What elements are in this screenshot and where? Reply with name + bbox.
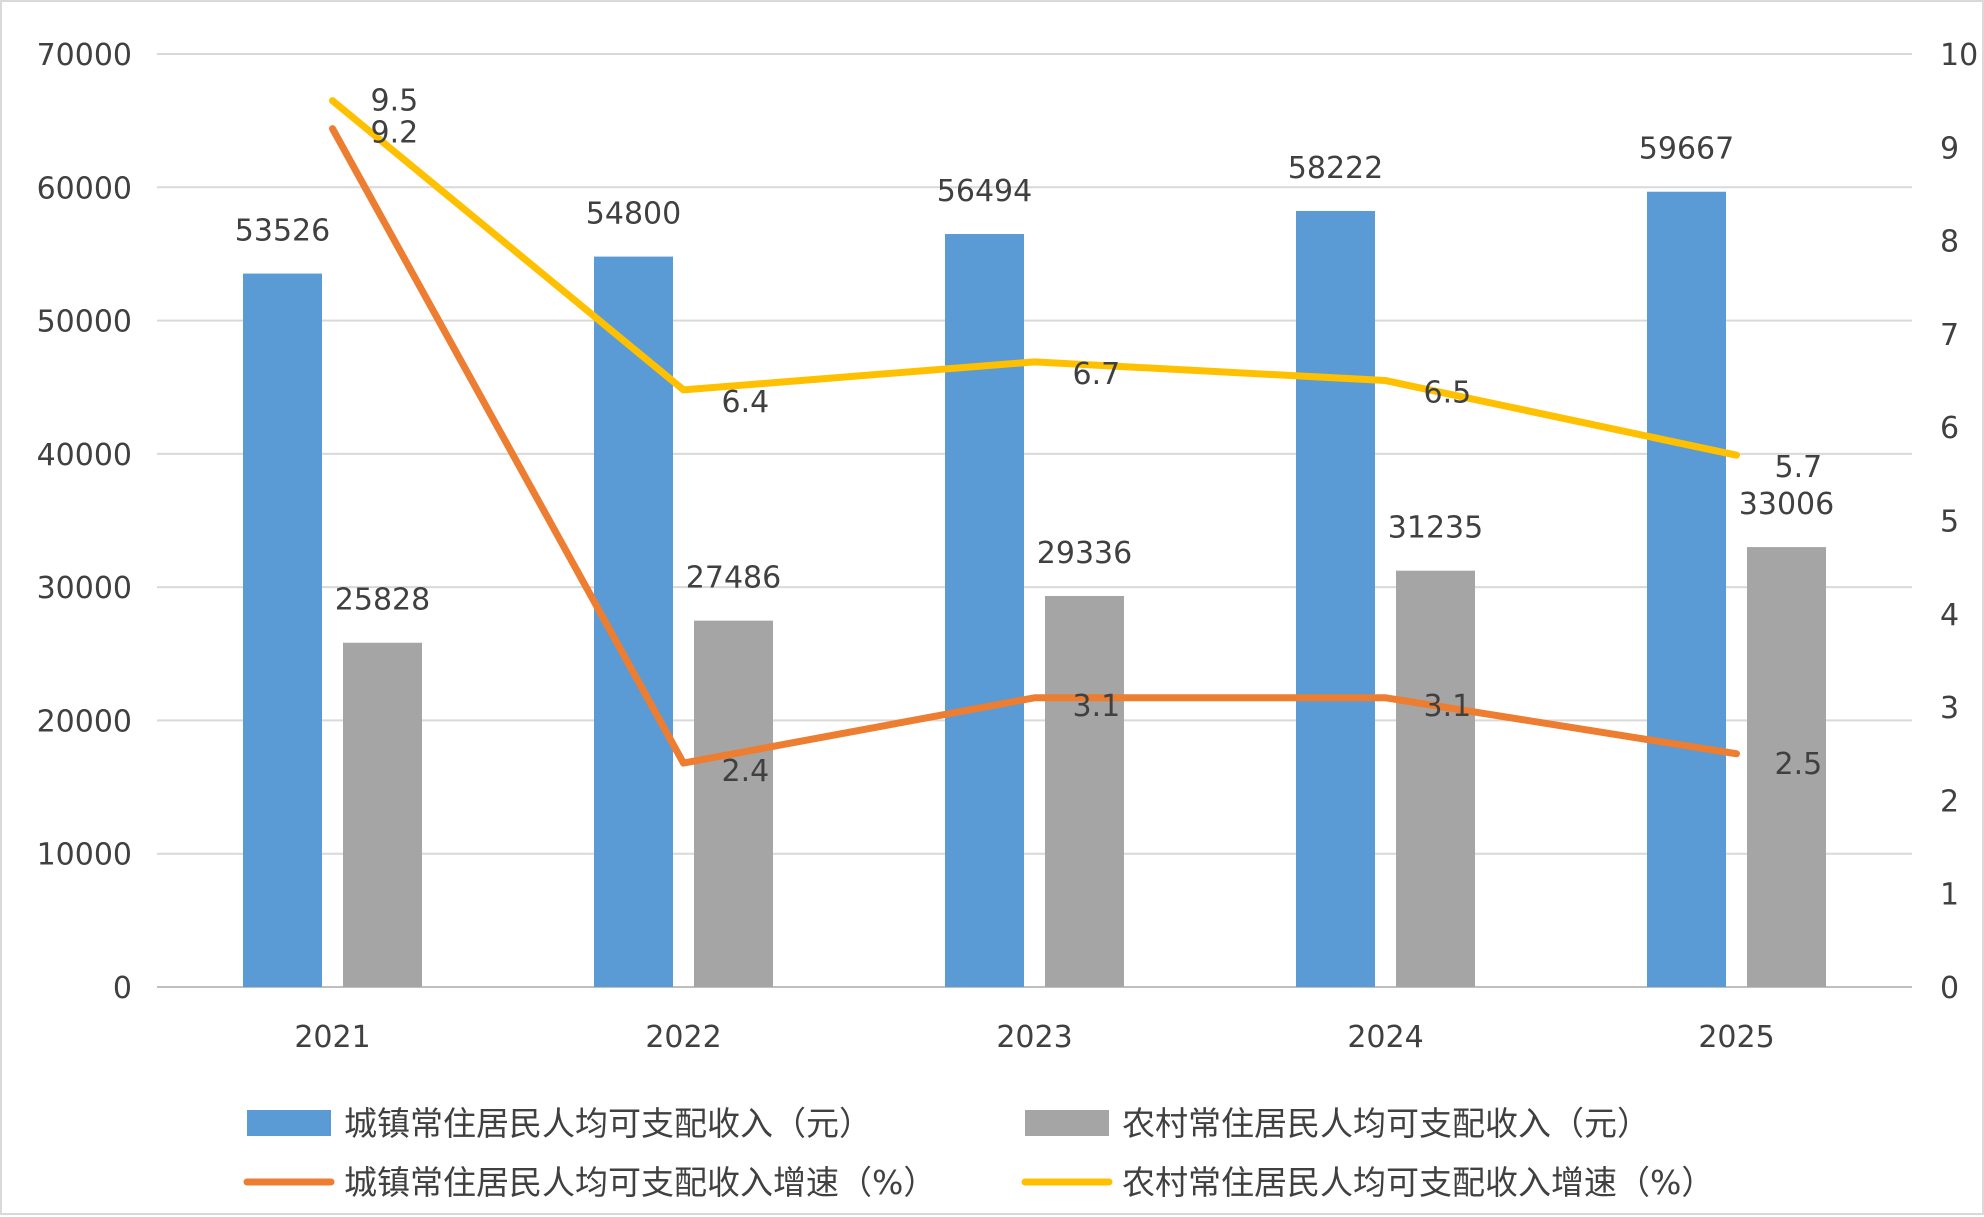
line-point <box>330 98 335 103</box>
category-tick-label: 2022 <box>645 1020 721 1055</box>
bar-urban-2023 <box>945 234 1024 987</box>
left-axis: 0 10000 20000 30000 40000 50000 60000 70000 <box>37 38 132 1006</box>
bar-value-label: 58222 <box>1288 151 1383 186</box>
bar-rural-2024 <box>1396 570 1475 987</box>
right-tick-label: 2 <box>1940 784 1959 819</box>
line-value-label: 5.7 <box>1775 450 1823 485</box>
line-point <box>330 126 335 131</box>
right-tick-label: 0 <box>1940 971 1959 1006</box>
left-tick-label: 70000 <box>37 38 132 73</box>
line-point <box>1032 695 1037 700</box>
legend: 城镇常住居民人均可支配收入（元） 农村常住居民人均可支配收入（元） 城镇常住居民人均… <box>243 1104 1714 1202</box>
bar-value-label: 56494 <box>937 174 1032 209</box>
bar-rural-2023 <box>1045 595 1124 987</box>
bar-value-label: 29336 <box>1037 536 1132 571</box>
right-tick-label: 4 <box>1940 598 1959 633</box>
category-tick-label: 2021 <box>294 1020 370 1055</box>
bars <box>243 191 1826 988</box>
line-urban-growth <box>329 125 1740 767</box>
right-tick-label: 10 <box>1940 38 1978 73</box>
left-tick-label: 10000 <box>37 838 132 873</box>
gridlines <box>157 53 1912 988</box>
category-axis: 2021 2022 2023 2024 2025 <box>294 1020 1774 1055</box>
bar-value-label: 53526 <box>235 214 330 249</box>
bar-value-label: 33006 <box>1739 487 1834 522</box>
line-point <box>681 761 686 766</box>
line-value-label: 6.7 <box>1073 357 1121 392</box>
left-tick-label: 20000 <box>37 704 132 739</box>
left-tick-label: 40000 <box>37 438 132 473</box>
line-value-label: 2.5 <box>1775 747 1823 782</box>
line-value-label: 6.4 <box>722 385 770 420</box>
bar-data-labels: 53526 54800 56494 58222 59667 25828 27486 29336… <box>235 132 1834 618</box>
line-point <box>1383 378 1388 383</box>
bar-urban-2021 <box>243 273 322 987</box>
bar-urban-2025 <box>1647 191 1726 987</box>
line-value-label: 3.1 <box>1424 689 1472 724</box>
right-axis: 0 1 2 3 4 5 6 7 8 9 10 <box>1940 38 1978 1006</box>
line-value-label: 3.1 <box>1073 689 1121 724</box>
category-tick-label: 2023 <box>996 1020 1072 1055</box>
bar-value-label: 25828 <box>335 583 430 618</box>
legend-label: 城镇常住居民人均可支配收入（元） <box>344 1104 872 1143</box>
line-value-label: 2.4 <box>722 754 770 789</box>
bar-value-label: 31235 <box>1388 511 1483 546</box>
line-value-label: 9.2 <box>371 116 419 151</box>
left-tick-label: 0 <box>113 971 132 1006</box>
line-rural-growth <box>329 97 1740 459</box>
line-point <box>1383 695 1388 700</box>
legend-label: 农村常住居民人均可支配收入（元） <box>1122 1104 1650 1143</box>
bar-value-label: 54800 <box>586 197 681 232</box>
bar-urban-2024 <box>1296 210 1375 988</box>
line-point <box>1734 751 1739 756</box>
bar-rural-2025 <box>1747 547 1826 987</box>
line-point <box>681 387 686 392</box>
right-tick-label: 1 <box>1940 878 1959 913</box>
right-tick-label: 5 <box>1940 505 1959 540</box>
line-point <box>1734 453 1739 458</box>
lines <box>329 97 1740 767</box>
legend-label: 农村常住居民人均可支配收入增速（%） <box>1122 1163 1714 1202</box>
category-tick-label: 2025 <box>1698 1020 1774 1055</box>
left-tick-label: 60000 <box>37 171 132 206</box>
line-value-label: 6.5 <box>1424 376 1472 411</box>
bar-rural-2021 <box>343 642 422 987</box>
right-tick-label: 8 <box>1940 225 1959 260</box>
bar-value-label: 27486 <box>686 561 781 596</box>
category-tick-label: 2024 <box>1347 1020 1423 1055</box>
legend-swatch <box>1025 1110 1109 1136</box>
line-value-label: 9.5 <box>371 84 419 119</box>
right-tick-label: 3 <box>1940 691 1959 726</box>
right-tick-label: 7 <box>1940 318 1959 353</box>
left-tick-label: 50000 <box>37 305 132 340</box>
bar-rural-2022 <box>694 620 773 987</box>
bar-value-label: 59667 <box>1639 132 1734 167</box>
legend-swatch <box>247 1110 331 1136</box>
right-tick-label: 9 <box>1940 131 1959 166</box>
line-point <box>1032 359 1037 364</box>
line-data-labels: 9.2 2.4 3.1 3.1 2.5 9.5 6.4 6.7 6.5 5.7 <box>371 84 1823 789</box>
legend-label: 城镇常住居民人均可支配收入增速（%） <box>344 1163 936 1202</box>
right-tick-label: 6 <box>1940 411 1959 446</box>
left-tick-label: 30000 <box>37 571 132 606</box>
